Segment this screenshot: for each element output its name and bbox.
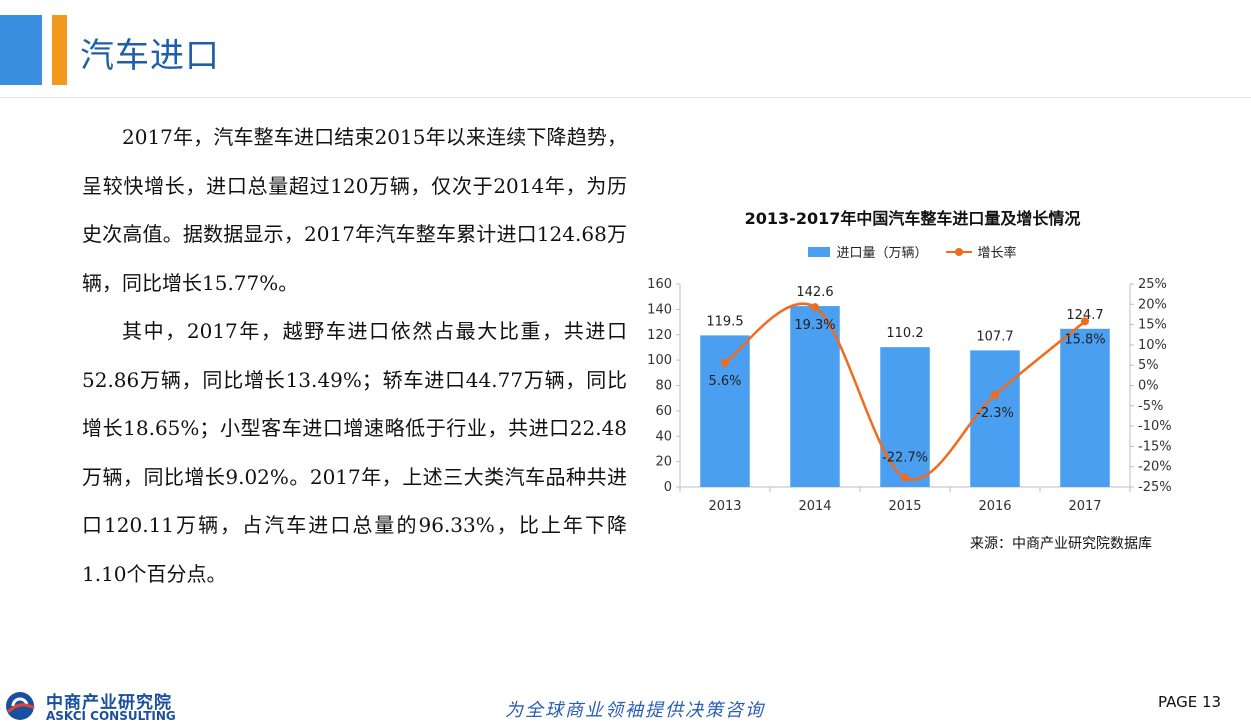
logo-mark-icon: [6, 692, 35, 720]
growth-rate-label: 19.3%: [794, 318, 835, 333]
y-right-tick-label: 25%: [1138, 277, 1167, 292]
bar: [700, 335, 750, 487]
legend-bar-swatch: [808, 246, 831, 257]
legend-label-growth: 增长率: [977, 246, 1017, 261]
y-right-tick-label: 20%: [1138, 297, 1167, 312]
bar: [880, 347, 930, 487]
growth-rate-label: -22.7%: [882, 451, 928, 466]
legend-label-volume: 进口量（万辆）: [836, 246, 928, 261]
growth-rate-point: [721, 358, 729, 367]
growth-rate-point: [991, 390, 999, 399]
bar: [1060, 328, 1110, 487]
growth-rate-point: [811, 303, 819, 312]
x-tick-label: 2017: [1068, 499, 1101, 514]
legend-item-volume: 进口量（万辆）: [808, 242, 928, 261]
y-right-tick-label: 10%: [1138, 338, 1167, 353]
growth-rate-label: -2.3%: [976, 406, 1014, 421]
paragraph-2: 其中，2017年，越野车进口依然占最大比重，共进口52.86万辆，同比增长13.…: [82, 319, 627, 586]
page-title: 汽车进口: [80, 36, 220, 76]
y-right-tick-label: 15%: [1138, 318, 1167, 333]
y-left-tick-label: 140: [647, 302, 672, 317]
y-right-tick-label: 0%: [1138, 379, 1159, 394]
y-left-tick-label: 60: [655, 404, 672, 419]
bar-value-label: 110.2: [886, 326, 923, 341]
y-right-tick-label: -5%: [1138, 399, 1163, 414]
logo-text-en: ASKCI CONSULTING: [46, 709, 176, 723]
company-logo: 中商产业研究院 ASKCI CONSULTING: [4, 688, 189, 724]
y-left-tick-label: 20: [655, 455, 672, 470]
bar-value-label: 124.7: [1066, 308, 1103, 323]
legend-line-swatch: [945, 246, 972, 258]
y-left-tick-label: 80: [655, 379, 672, 394]
header-accent-orange: [52, 15, 67, 85]
y-left-tick-label: 160: [647, 277, 672, 292]
body-text: 2017年，汽车整车进口结束2015年以来连续下降趋势，呈较快增长，进口总量超过…: [82, 113, 627, 598]
growth-rate-point: [1081, 317, 1089, 326]
header-accent-blue: [0, 15, 42, 85]
bar: [790, 306, 840, 487]
paragraph-1: 2017年，汽车整车进口结束2015年以来连续下降趋势，呈较快增长，进口总量超过…: [82, 125, 627, 295]
bar-value-label: 119.5: [706, 314, 743, 329]
bar-value-label: 142.6: [796, 285, 833, 300]
chart-source: 来源：中商产业研究院数据库: [970, 536, 1152, 552]
y-right-tick-label: -10%: [1138, 419, 1172, 434]
footer-slogan: 为全球商业领袖提供决策咨询: [505, 700, 765, 721]
y-right-tick-label: -15%: [1138, 439, 1172, 454]
x-tick-label: 2016: [978, 499, 1011, 514]
y-left-tick-label: 0: [664, 480, 672, 495]
page-number: PAGE 13: [1158, 693, 1222, 711]
bar: [970, 350, 1020, 487]
y-left-tick-label: 100: [647, 353, 672, 368]
growth-rate-point: [901, 473, 909, 482]
growth-rate-label: 15.8%: [1064, 332, 1105, 347]
y-right-tick-label: -25%: [1138, 480, 1172, 495]
x-tick-label: 2014: [798, 499, 831, 514]
y-right-tick-label: 5%: [1138, 358, 1159, 373]
y-right-tick-label: -20%: [1138, 460, 1172, 475]
x-tick-label: 2013: [708, 499, 741, 514]
legend-item-growth: 增长率: [945, 242, 1017, 261]
title-divider: [0, 97, 1251, 98]
chart-plot: 0 20 40 60 80 100 120 140 160 -25% -20% -15% -10% -5%…: [647, 277, 1172, 514]
chart-legend: 进口量（万辆） 增长率: [660, 242, 1165, 261]
bar-value-label: 107.7: [976, 329, 1013, 344]
y-left-tick-label: 40: [655, 429, 672, 444]
y-left-tick-label: 120: [647, 328, 672, 343]
growth-rate-label: 5.6%: [708, 374, 741, 389]
logo-text-cn: 中商产业研究院: [46, 693, 172, 713]
x-tick-label: 2015: [888, 499, 921, 514]
chart-title: 2013-2017年中国汽车整车进口量及增长情况: [744, 209, 1081, 228]
